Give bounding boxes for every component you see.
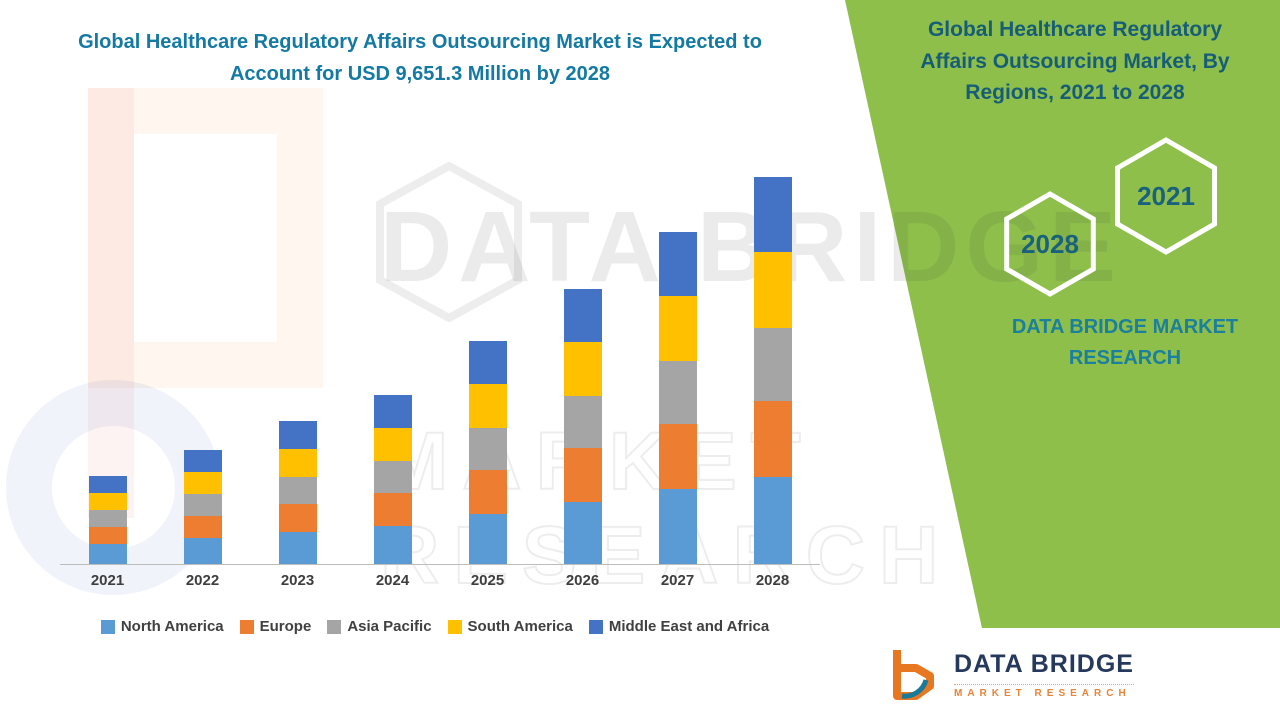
bar-2021 [88, 476, 127, 564]
x-axis-label-2023: 2023 [280, 572, 315, 589]
legend-label: Middle East and Africa [608, 618, 770, 635]
chart-title: Global Healthcare Regulatory Affairs Out… [78, 31, 762, 85]
x-axis-label-2026: 2026 [565, 572, 600, 589]
bar-segment-north-america [658, 489, 697, 564]
bar-segment-middle-east-and-africa [373, 395, 412, 428]
bar-segment-asia-pacific [183, 494, 222, 516]
bar-segment-middle-east-and-africa [658, 232, 697, 296]
bar-segment-middle-east-and-africa [468, 341, 507, 384]
bar-segment-asia-pacific [563, 396, 602, 448]
bar-segment-europe [88, 527, 127, 544]
x-axis-labels: 2021 2022 2023 2024 2025 2026 2027 2028 [60, 572, 820, 589]
stacked-bar-chart [60, 175, 820, 565]
bar-segment-south-america [278, 449, 317, 477]
hexagon-2028-icon [1004, 191, 1096, 297]
bar-segment-south-america [183, 472, 222, 494]
bar-2023 [278, 421, 317, 564]
x-axis-label-2027: 2027 [660, 572, 695, 589]
bar-segment-middle-east-and-africa [753, 177, 792, 252]
bar-segment-europe [183, 516, 222, 538]
bar-segment-europe [658, 424, 697, 489]
legend-label: Europe [259, 618, 312, 635]
chart-legend: North America Europe Asia Pacific South Ame… [40, 618, 830, 635]
bar-segment-middle-east-and-africa [563, 289, 602, 342]
bar-segment-middle-east-and-africa [278, 421, 317, 449]
bar-segment-europe [373, 493, 412, 526]
x-axis-label-2022: 2022 [185, 572, 220, 589]
legend-swatch [100, 619, 115, 634]
legend-label: Asia Pacific [347, 618, 432, 635]
bar-segment-asia-pacific [658, 361, 697, 424]
x-axis-label-2024: 2024 [375, 572, 410, 589]
bar-segment-south-america [373, 428, 412, 461]
bar-segment-middle-east-and-africa [183, 450, 222, 472]
databridge-logo-icon [893, 650, 934, 700]
bar-segment-north-america [278, 532, 317, 564]
bar-2022 [183, 450, 222, 564]
bar-segment-middle-east-and-africa [88, 476, 127, 493]
bar-2028 [753, 177, 792, 564]
bar-segment-asia-pacific [278, 477, 317, 504]
legend-label: North America [120, 618, 224, 635]
bar-segment-south-america [753, 252, 792, 328]
logo-subtitle: MARKET RESEARCH [954, 683, 1134, 699]
legend-item-europe: Europe [239, 618, 312, 635]
x-axis-label-2028: 2028 [755, 572, 790, 589]
panel-caption: DATA BRIDGE MARKET RESEARCH [1011, 316, 1239, 369]
panel-title: Global Healthcare Regulatory Affairs Out… [920, 18, 1230, 104]
legend-swatch [239, 619, 254, 634]
bar-2024 [373, 395, 412, 564]
legend-item-north-america: North America [100, 618, 224, 635]
databridge-logo: DATA BRIDGE MARKET RESEARCH [862, 628, 1280, 720]
bar-segment-asia-pacific [373, 461, 412, 493]
bar-segment-north-america [373, 526, 412, 564]
bar-segment-europe [563, 448, 602, 502]
x-axis-label-2025: 2025 [470, 572, 505, 589]
legend-swatch [588, 619, 603, 634]
bar-segment-south-america [88, 493, 127, 510]
bar-segment-north-america [753, 477, 792, 564]
bar-segment-europe [468, 470, 507, 514]
hexagon-year-2021: 2021 [1137, 181, 1195, 211]
legend-item-middle-east-and-africa: Middle East and Africa [588, 618, 770, 635]
bar-segment-north-america [468, 514, 507, 564]
bar-segment-asia-pacific [88, 510, 127, 527]
x-axis-label-2021: 2021 [90, 572, 125, 589]
bar-2026 [563, 289, 602, 564]
legend-swatch [327, 619, 342, 634]
bar-segment-south-america [658, 296, 697, 361]
legend-label: South America [467, 618, 573, 635]
legend-swatch [447, 619, 462, 634]
legend-item-south-america: South America [447, 618, 573, 635]
bar-segment-south-america [468, 384, 507, 428]
bar-segment-south-america [563, 342, 602, 396]
bar-segment-europe [753, 401, 792, 477]
bar-segment-north-america [183, 538, 222, 564]
bar-segment-north-america [563, 502, 602, 564]
bar-segment-europe [278, 504, 317, 532]
bar-2027 [658, 232, 697, 564]
bar-segment-asia-pacific [753, 328, 792, 401]
logo-name: DATA BRIDGE [954, 649, 1134, 678]
hexagon-2021-icon [1115, 137, 1217, 255]
legend-item-asia-pacific: Asia Pacific [327, 618, 432, 635]
bar-segment-asia-pacific [468, 428, 507, 470]
bar-segment-north-america [88, 544, 127, 564]
hexagon-year-2028: 2028 [1021, 229, 1079, 259]
hexagon-years: 2028 2021 [988, 134, 1258, 309]
bar-2025 [468, 341, 507, 564]
